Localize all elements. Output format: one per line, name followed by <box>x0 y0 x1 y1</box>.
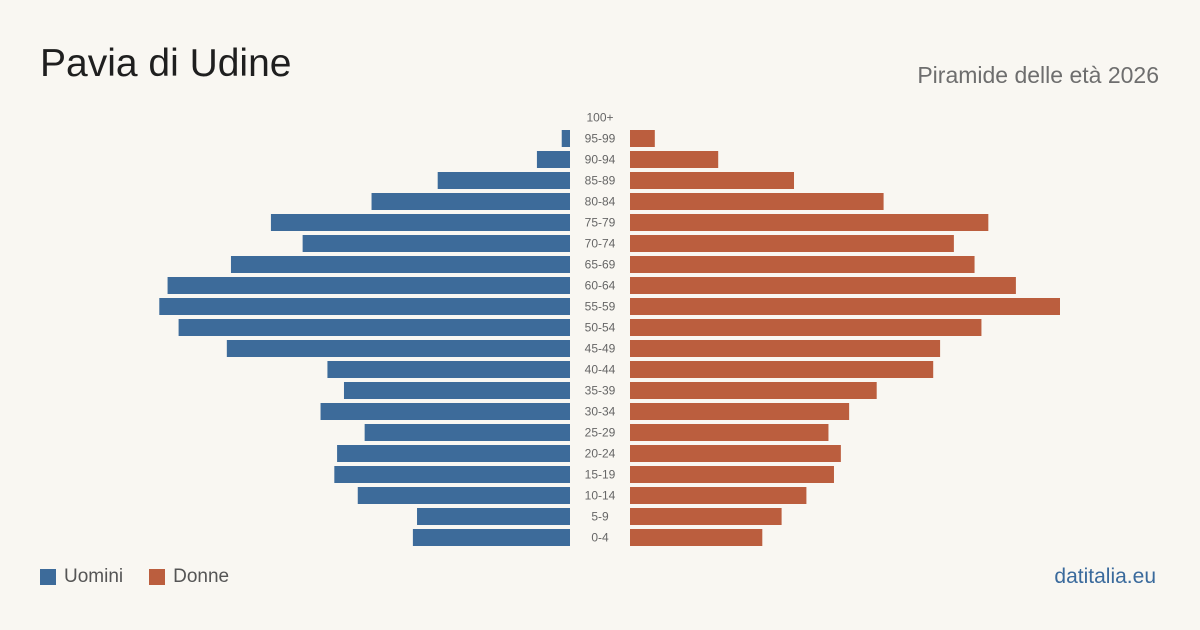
bar-male-65-69 <box>230 256 570 273</box>
bar-male-55-59 <box>159 298 571 315</box>
page-title: Pavia di Udine <box>40 42 292 85</box>
bar-female-90-94 <box>630 151 719 168</box>
age-label-45-49: 45-49 <box>585 342 616 356</box>
bar-male-15-19 <box>334 466 570 483</box>
bar-female-55-59 <box>630 298 1060 315</box>
bar-male-80-84 <box>371 193 570 210</box>
bar-female-5-9 <box>630 508 782 525</box>
age-label-20-24: 20-24 <box>585 447 616 461</box>
age-label-5-9: 5-9 <box>591 510 609 524</box>
bar-female-60-64 <box>630 277 1016 294</box>
bar-male-0-4 <box>412 529 570 546</box>
legend-swatch-male <box>40 569 56 585</box>
bar-female-30-34 <box>630 403 850 420</box>
bar-male-20-24 <box>337 445 570 462</box>
bar-female-95-99 <box>630 130 655 147</box>
age-label-80-84: 80-84 <box>585 195 616 209</box>
bar-male-30-34 <box>320 403 570 420</box>
bar-male-60-64 <box>167 277 571 294</box>
brand-link[interactable]: datitalia.eu <box>1054 565 1156 588</box>
chart-subtitle: Piramide delle età 2026 <box>917 62 1159 88</box>
bar-female-10-14 <box>630 487 807 504</box>
bar-female-15-19 <box>630 466 834 483</box>
bar-female-40-44 <box>630 361 934 378</box>
age-label-75-79: 75-79 <box>585 216 616 230</box>
bar-male-95-99 <box>561 130 570 147</box>
legend: Uomini Donne <box>40 566 255 588</box>
age-label-50-54: 50-54 <box>585 321 616 335</box>
age-label-85-89: 85-89 <box>585 174 616 188</box>
legend-item-female: Donne <box>149 566 229 588</box>
bar-male-85-89 <box>437 172 570 189</box>
age-label-90-94: 90-94 <box>585 153 616 167</box>
bar-female-85-89 <box>630 172 795 189</box>
bar-male-25-29 <box>364 424 570 441</box>
bar-female-20-24 <box>630 445 841 462</box>
age-label-55-59: 55-59 <box>585 300 616 314</box>
age-label-30-34: 30-34 <box>585 405 616 419</box>
age-label-25-29: 25-29 <box>585 426 616 440</box>
age-label-0-4: 0-4 <box>591 531 609 545</box>
bar-female-80-84 <box>630 193 884 210</box>
bar-male-5-9 <box>417 508 570 525</box>
bar-female-35-39 <box>630 382 877 399</box>
legend-swatch-female <box>149 569 166 585</box>
legend-item-male: Uomini <box>40 566 123 588</box>
age-label-15-19: 15-19 <box>585 468 616 482</box>
bar-male-50-54 <box>178 319 571 336</box>
age-label-65-69: 65-69 <box>585 258 616 272</box>
bar-male-10-14 <box>357 487 570 504</box>
bar-male-40-44 <box>327 361 570 378</box>
age-label-70-74: 70-74 <box>585 237 616 251</box>
bar-female-25-29 <box>630 424 829 441</box>
bar-female-75-79 <box>630 214 989 231</box>
bar-female-65-69 <box>630 256 975 273</box>
age-label-35-39: 35-39 <box>585 384 616 398</box>
age-label-60-64: 60-64 <box>585 279 616 293</box>
bar-male-70-74 <box>302 235 570 252</box>
age-label-95-99: 95-99 <box>585 132 616 146</box>
age-label-40-44: 40-44 <box>585 363 616 377</box>
bar-male-45-49 <box>226 340 571 357</box>
bar-male-90-94 <box>536 151 570 168</box>
legend-label-female: Donne <box>173 566 230 587</box>
bar-female-70-74 <box>630 235 954 252</box>
age-label-100+: 100+ <box>586 111 613 125</box>
age-label-10-14: 10-14 <box>585 489 616 503</box>
bar-female-45-49 <box>630 340 941 357</box>
bar-female-0-4 <box>630 529 763 546</box>
legend-label-male: Uomini <box>64 566 124 587</box>
bar-male-35-39 <box>343 382 570 399</box>
bar-male-75-79 <box>270 214 570 231</box>
bar-female-50-54 <box>630 319 982 336</box>
